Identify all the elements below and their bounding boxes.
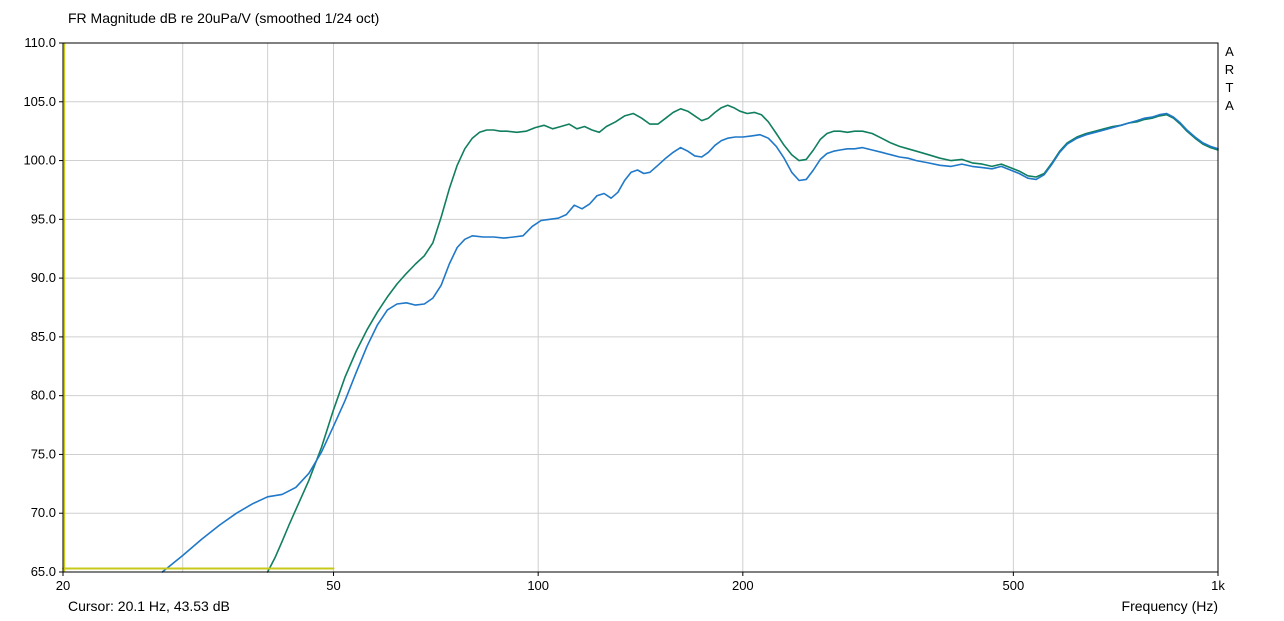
- y-tick-label: 70.0: [31, 505, 56, 520]
- plot-border: [62, 42, 1219, 573]
- x-tick-label: 50: [326, 578, 340, 593]
- x-tick-label: 200: [732, 578, 754, 593]
- y-tick-label: 85.0: [31, 329, 56, 344]
- y-tick-label: 90.0: [31, 270, 56, 285]
- x-axis-label: Frequency (Hz): [1121, 598, 1218, 614]
- arta-logo: ARTA: [1222, 44, 1237, 116]
- y-tick-label: 100.0: [23, 153, 56, 168]
- x-tick-label: 500: [1003, 578, 1025, 593]
- x-tick-label: 20: [56, 578, 70, 593]
- y-tick-label: 80.0: [31, 388, 56, 403]
- series-blue-response: [161, 112, 1219, 573]
- y-tick-label: 105.0: [23, 94, 56, 109]
- x-tick-label: 100: [527, 578, 549, 593]
- status-bar: Cursor: 20.1 Hz, 43.53 dB Frequency (Hz): [68, 598, 1218, 614]
- x-tick-label: 1k: [1211, 578, 1225, 593]
- chart-title: FR Magnitude dB re 20uPa/V (smoothed 1/2…: [68, 10, 380, 26]
- y-tick-label: 95.0: [31, 211, 56, 226]
- y-tick-label: 110.0: [24, 35, 56, 50]
- y-tick-label: 75.0: [31, 446, 56, 461]
- y-tick-label: 65.0: [31, 564, 56, 579]
- cursor-readout: Cursor: 20.1 Hz, 43.53 dB: [68, 598, 230, 614]
